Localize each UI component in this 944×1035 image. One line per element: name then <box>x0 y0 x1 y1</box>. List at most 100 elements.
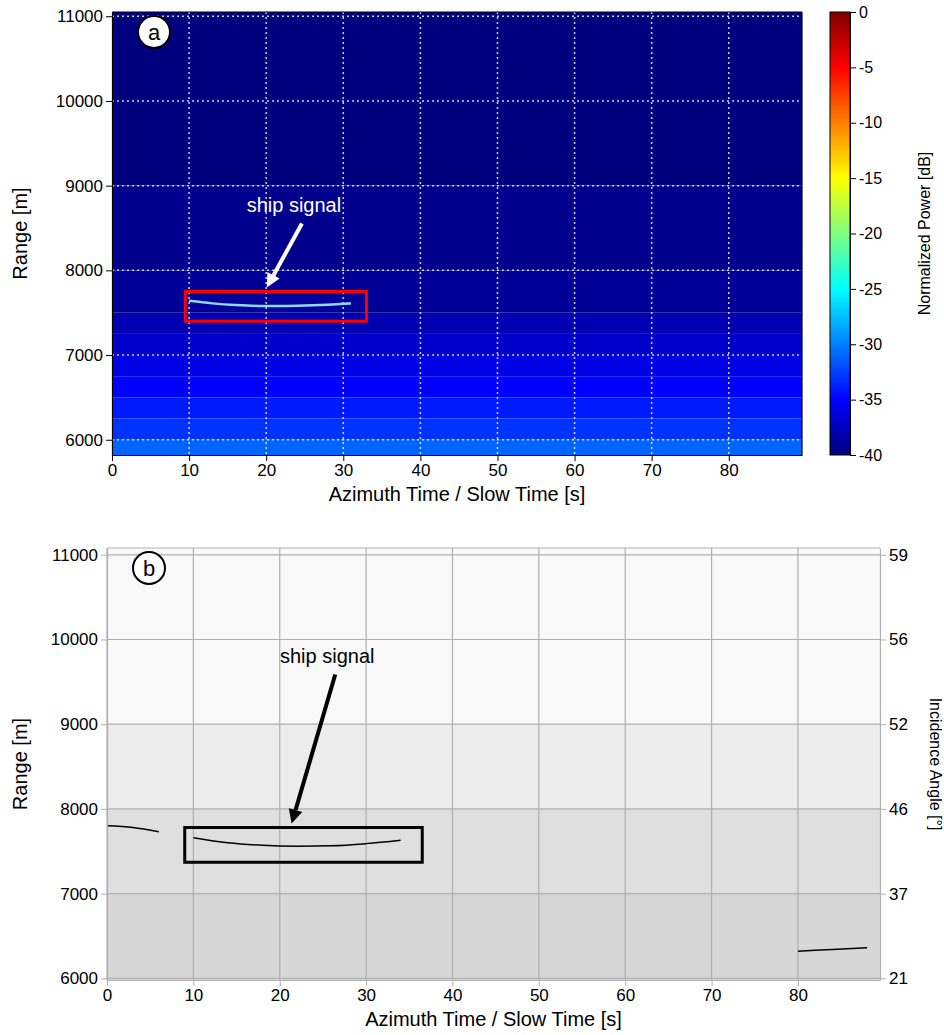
series-group <box>189 301 351 306</box>
tick: 9000 <box>65 177 112 196</box>
tick-label: -15 <box>859 170 882 187</box>
tick: 40 <box>411 455 430 480</box>
grid-line <box>265 12 267 455</box>
tick-label: 20 <box>257 461 276 480</box>
grid-line <box>279 548 280 980</box>
y2-axis: 213746525659 <box>880 546 908 989</box>
tick-mark <box>880 809 886 810</box>
tick-label: 8000 <box>65 261 103 280</box>
tick-mark <box>101 555 107 556</box>
tick-label: 9000 <box>65 177 103 196</box>
tick-mark <box>101 639 107 640</box>
tick-mark <box>850 400 856 401</box>
clutter-band <box>107 548 880 724</box>
panel-letter-circle <box>138 16 170 48</box>
heat-cell <box>112 355 802 376</box>
clutter-band <box>107 894 880 980</box>
heat-cell <box>112 186 802 271</box>
signal-line <box>107 826 159 832</box>
heat-cell <box>112 12 802 186</box>
tick: 80 <box>720 455 739 480</box>
clutter-band <box>107 724 880 809</box>
annotation-box <box>185 828 423 863</box>
tick-mark <box>850 344 856 345</box>
tick: 10 <box>184 980 203 1005</box>
x-axis: 01020304050607080 <box>103 980 881 1005</box>
grid-line <box>106 548 107 980</box>
grid-line <box>497 12 499 455</box>
tick-label: 50 <box>489 461 508 480</box>
tick-mark <box>101 978 107 979</box>
tick: 60 <box>616 980 635 1005</box>
tick: 6000 <box>60 969 107 988</box>
tick-label: 10 <box>180 461 199 480</box>
tick-label: 6000 <box>65 431 103 450</box>
tick: -5 <box>850 59 873 76</box>
tick: 6000 <box>65 431 112 450</box>
tick: 60 <box>566 455 585 480</box>
colorbar-ramp <box>830 12 850 455</box>
frame-line <box>801 12 802 455</box>
colorbar-title: Normalized Power [dB] <box>916 152 933 316</box>
grid-line <box>112 185 802 187</box>
grid-line <box>193 548 194 980</box>
grid-line <box>107 978 880 979</box>
signal-line <box>193 838 400 846</box>
colorbar-frame <box>830 12 850 455</box>
tick-label: 10000 <box>56 92 103 111</box>
tick: -25 <box>850 280 882 297</box>
tick: 11000 <box>52 546 107 565</box>
annotation-arrowhead <box>267 272 280 288</box>
annotation-box <box>185 292 366 322</box>
tick: -10 <box>850 114 882 131</box>
tick-mark <box>106 101 112 102</box>
grid-line <box>107 724 880 725</box>
tick: 56 <box>880 630 908 649</box>
annotation-text: ship signal <box>280 645 375 667</box>
grid <box>112 12 802 455</box>
heat-cell <box>112 334 802 355</box>
tick-label: 9000 <box>60 715 98 734</box>
grid-line <box>107 639 880 640</box>
tick: -30 <box>850 336 882 353</box>
tick: 7000 <box>60 885 107 904</box>
tick-label: 10 <box>184 986 203 1005</box>
tick-mark <box>850 455 856 456</box>
tick: 10000 <box>51 630 107 649</box>
tick: 70 <box>643 455 662 480</box>
grid-line <box>112 270 802 272</box>
series-group <box>107 826 867 951</box>
grid-line <box>112 439 802 441</box>
tick: 10000 <box>56 92 112 111</box>
tick-label: 80 <box>789 986 808 1005</box>
grid <box>107 548 880 980</box>
tick-mark <box>850 234 856 235</box>
grid-line <box>625 548 626 980</box>
tick: 10 <box>180 455 199 480</box>
grid-line <box>188 12 190 455</box>
plot-area <box>107 548 880 980</box>
tick-mark <box>106 270 112 271</box>
grid-line <box>538 548 539 980</box>
tick-label: 80 <box>720 461 739 480</box>
y2-axis-title: Incidence Angle [°] <box>927 698 944 831</box>
tick-mark <box>850 123 856 124</box>
y-axis-title: Range [m] <box>9 187 31 279</box>
frame-line <box>112 11 802 12</box>
tick-label: 0 <box>108 461 117 480</box>
tick-label: 10000 <box>51 630 98 649</box>
tick: 20 <box>271 980 290 1005</box>
colorbar-axis: 0-5-10-15-20-25-30-35-40 <box>850 4 882 464</box>
axis-line <box>880 549 881 981</box>
tick-label: 37 <box>889 885 908 904</box>
axis-line <box>112 13 113 456</box>
panel: ship signal01020304050607080600070008000… <box>9 546 944 1030</box>
axis-line <box>113 455 803 456</box>
tick-label: 40 <box>411 461 430 480</box>
tick-label: 6000 <box>60 969 98 988</box>
heat-cell <box>112 397 802 418</box>
panel: ship signal01020304050607080600070008000… <box>9 4 933 505</box>
tick: 7000 <box>65 346 112 365</box>
figure: ship signal01020304050607080600070008000… <box>0 0 944 1035</box>
tick-label: 7000 <box>60 885 98 904</box>
